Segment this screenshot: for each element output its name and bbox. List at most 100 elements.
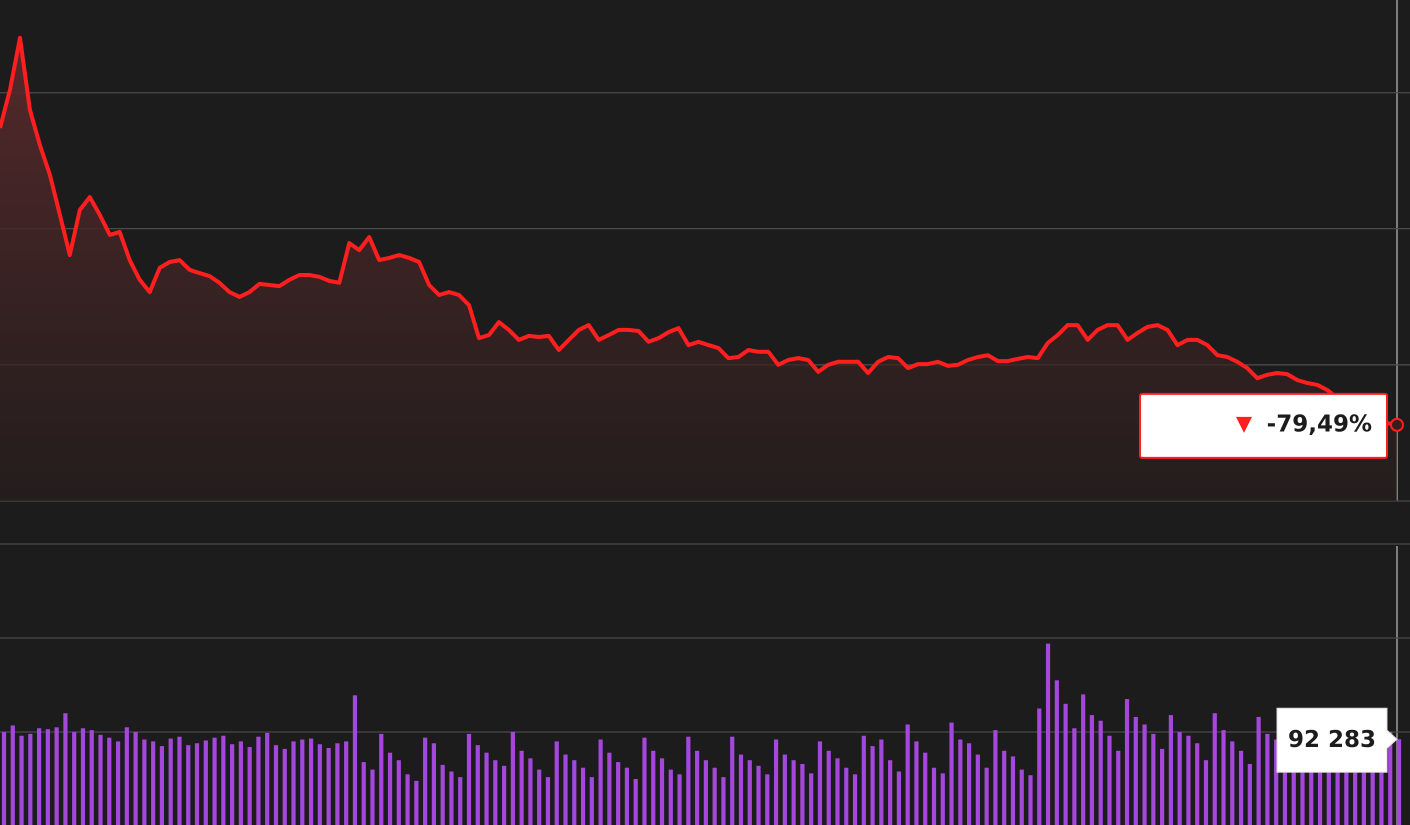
volume-bar <box>405 774 410 825</box>
volume-bar <box>414 780 419 825</box>
value-label: 92 283 <box>1288 727 1376 753</box>
volume-bar <box>484 752 489 825</box>
volume-bar <box>203 740 208 825</box>
down-arrow-icon <box>1236 416 1252 433</box>
volume-bar <box>642 737 647 825</box>
volume-bar <box>1116 750 1121 825</box>
volume-bar <box>1335 762 1340 825</box>
volume-bar <box>817 741 823 825</box>
volume-bar <box>1054 680 1059 825</box>
volume-bar <box>844 767 849 825</box>
volume-bar <box>721 777 726 825</box>
volume-bar <box>1300 743 1305 825</box>
volume-bar <box>115 741 121 825</box>
volume-bar <box>475 745 480 825</box>
volume-bar <box>28 733 33 825</box>
volume-bar <box>1317 756 1323 825</box>
volume-bar <box>800 763 805 825</box>
volume-bar <box>186 745 191 825</box>
volume-bar <box>747 760 752 825</box>
volume-bar <box>756 765 761 825</box>
volume-bar <box>598 739 603 825</box>
volume-bar <box>1265 733 1270 825</box>
volume-bar <box>1203 760 1209 825</box>
volume-bar <box>221 735 226 825</box>
volume-bar <box>1309 750 1314 825</box>
volume-bar <box>1160 748 1165 825</box>
volume-bar <box>273 745 279 825</box>
volume-bar <box>624 767 630 825</box>
volume-bar <box>791 760 796 825</box>
volume-bar <box>317 744 322 825</box>
volume-bar <box>1396 739 1402 825</box>
volume-bar <box>826 750 831 825</box>
volume-bar <box>914 741 919 825</box>
volume-bar <box>554 741 559 825</box>
volume-bar <box>80 728 86 825</box>
volume-bar <box>782 754 787 825</box>
volume-bar <box>230 744 235 825</box>
volume-bar <box>387 752 393 825</box>
volume-bar <box>572 760 577 825</box>
volume-bar <box>493 760 498 825</box>
volume-bar <box>1177 732 1182 825</box>
volume-bar <box>1107 735 1112 825</box>
volume-bar <box>1291 754 1296 825</box>
volume-bar <box>379 733 384 825</box>
volume-bar <box>765 774 770 825</box>
volume-bar <box>730 736 735 825</box>
volume-bar <box>1186 735 1191 825</box>
volume-bar <box>712 767 717 825</box>
volume-bar <box>940 773 945 825</box>
volume-bar <box>63 713 68 825</box>
volume-bar <box>563 754 568 825</box>
volume-bar <box>923 752 928 825</box>
volume-bar <box>431 743 437 825</box>
volume-bar <box>1124 699 1130 825</box>
volume-bar <box>1221 730 1226 825</box>
volume-bar <box>308 738 314 825</box>
volume-bar <box>809 773 814 825</box>
volume-bar <box>1098 720 1103 825</box>
volume-bar <box>1133 716 1138 825</box>
volume-bar <box>1247 763 1252 825</box>
volume-bar <box>659 758 665 825</box>
volume-bar <box>326 747 331 825</box>
volume-bar <box>1282 747 1288 825</box>
value-label: -79,49% <box>1267 411 1372 437</box>
volume-bar <box>545 777 551 825</box>
volume-bar <box>1151 733 1156 825</box>
volume-bar <box>703 760 708 825</box>
volume-bar <box>282 748 287 825</box>
volume-bar <box>352 695 358 825</box>
volume-bar <box>458 777 463 825</box>
volume-bar <box>966 743 972 825</box>
volume-bar <box>1081 694 1086 825</box>
volume-bar <box>194 743 200 825</box>
volume-bar <box>1089 715 1095 825</box>
volume-bar <box>107 737 112 825</box>
volume-bar <box>501 765 507 825</box>
volume-bar <box>212 737 217 825</box>
volume-bar <box>1072 728 1077 825</box>
volume-bar <box>1002 750 1007 825</box>
volume-bar <box>738 754 744 825</box>
volume-bar <box>89 730 94 825</box>
price-line <box>0 35 1398 427</box>
volume-bar <box>36 728 42 825</box>
volume-bar <box>168 738 173 825</box>
volume-bar <box>1238 750 1244 825</box>
volume-bar <box>98 734 103 825</box>
volume-bar <box>1019 769 1024 825</box>
volume-bar <box>370 769 375 825</box>
volume-bar <box>835 758 840 825</box>
volume-bar <box>589 777 594 825</box>
volume-bar <box>1028 775 1033 825</box>
volume-bar <box>449 771 454 825</box>
volume-bar <box>124 727 129 825</box>
volume-bar <box>905 724 910 825</box>
volume-bar <box>1361 756 1367 825</box>
volume-bar <box>45 729 50 825</box>
volume-bar <box>633 779 638 825</box>
